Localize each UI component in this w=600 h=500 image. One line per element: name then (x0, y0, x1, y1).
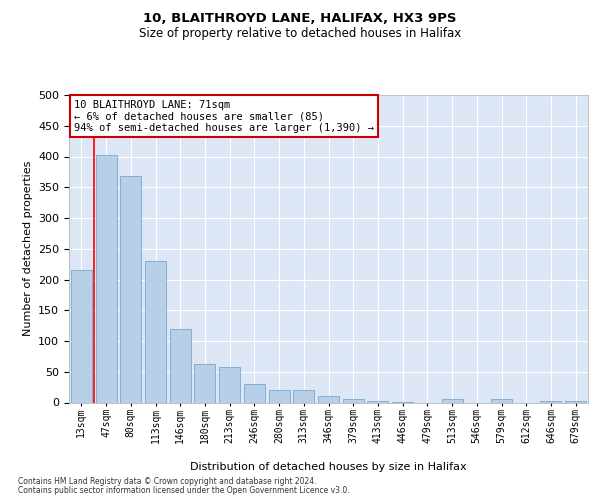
Bar (219, 368, 240, 402)
Bar (71, 270, 92, 402)
Text: Size of property relative to detached houses in Halifax: Size of property relative to detached ho… (139, 28, 461, 40)
Bar (367, 400, 388, 402)
Text: Contains public sector information licensed under the Open Government Licence v3: Contains public sector information licen… (18, 486, 350, 495)
Bar (120, 176, 141, 402)
Bar (293, 390, 314, 402)
Bar (95, 154, 116, 402)
Text: 10, BLAITHROYD LANE, HALIFAX, HX3 9PS: 10, BLAITHROYD LANE, HALIFAX, HX3 9PS (143, 12, 457, 26)
Text: Distribution of detached houses by size in Halifax: Distribution of detached houses by size … (190, 462, 467, 472)
Bar (145, 261, 166, 402)
Bar (491, 400, 512, 402)
Bar (194, 364, 215, 403)
Bar (244, 384, 265, 402)
Bar (343, 400, 364, 402)
Text: Contains HM Land Registry data © Crown copyright and database right 2024.: Contains HM Land Registry data © Crown c… (18, 477, 317, 486)
Bar (442, 400, 463, 402)
Bar (269, 390, 290, 402)
Y-axis label: Number of detached properties: Number of detached properties (23, 161, 32, 336)
Bar (318, 396, 339, 402)
Bar (170, 328, 191, 402)
Text: 10 BLAITHROYD LANE: 71sqm
← 6% of detached houses are smaller (85)
94% of semi-d: 10 BLAITHROYD LANE: 71sqm ← 6% of detach… (74, 100, 374, 133)
